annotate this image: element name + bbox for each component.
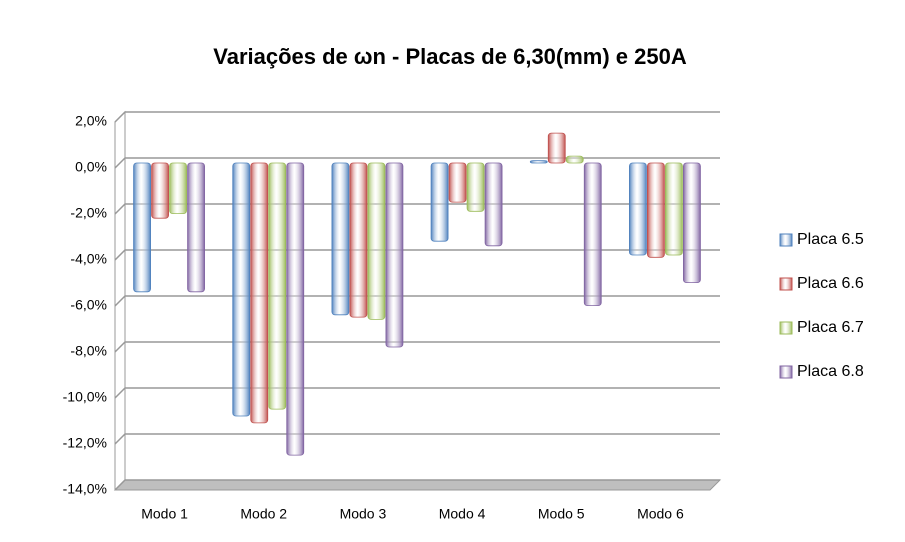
grid-line [114, 341, 720, 353]
x-tick-label: Modo 2 [240, 506, 287, 522]
x-tick-label: Modo 6 [637, 506, 684, 522]
y-tick-label: -2,0% [70, 205, 107, 221]
x-tick-label: Modo 5 [538, 506, 585, 522]
bar [151, 162, 169, 219]
legend-swatch [779, 365, 793, 379]
legend-swatch [779, 233, 793, 247]
bar [683, 162, 701, 283]
legend-swatch [779, 277, 793, 291]
bar [466, 162, 485, 212]
y-tick-label: -8,0% [70, 343, 107, 359]
bar [565, 155, 584, 164]
bar [232, 162, 251, 417]
bar [529, 160, 548, 164]
bar [187, 162, 205, 293]
legend-label: Placa 6.6 [797, 275, 864, 292]
bar [133, 162, 151, 293]
bar [286, 162, 305, 456]
y-tick-label: -10,0% [63, 389, 107, 405]
legend-swatch [779, 321, 793, 335]
bar [629, 162, 647, 256]
grid-line [114, 387, 720, 399]
grid-line [114, 249, 720, 261]
bar [547, 132, 566, 164]
bar [484, 162, 503, 247]
y-tick-label: -4,0% [70, 251, 107, 267]
bar [647, 162, 665, 258]
bar [583, 162, 602, 307]
grid-line [114, 479, 720, 491]
x-tick-label: Modo 1 [141, 506, 188, 522]
y-tick-label: -12,0% [63, 435, 107, 451]
bar [385, 162, 404, 348]
bar [430, 162, 449, 242]
grid-line [114, 433, 720, 445]
y-tick-label: -14,0% [63, 481, 107, 497]
bar [367, 162, 386, 320]
floor [113, 479, 722, 491]
bar [169, 162, 187, 214]
x-tick-label: Modo 4 [439, 506, 486, 522]
grid-line [114, 111, 720, 123]
grid-line [114, 157, 720, 169]
y-tick-label: 0,0% [75, 159, 107, 175]
y-tick-label: 2,0% [75, 113, 107, 129]
legend-label: Placa 6.8 [797, 363, 864, 380]
bar [250, 162, 269, 424]
grid-line [114, 203, 720, 215]
bar [665, 162, 683, 256]
bar [349, 162, 368, 318]
y-tick-label: -6,0% [70, 297, 107, 313]
bar [268, 162, 287, 410]
legend-label: Placa 6.5 [797, 231, 864, 248]
bar [448, 162, 467, 203]
grid-line [114, 295, 720, 307]
bar [331, 162, 350, 316]
x-tick-label: Modo 3 [340, 506, 387, 522]
chart-title: Variações de ωn - Placas de 6,30(mm) e 2… [213, 44, 687, 69]
legend-label: Placa 6.7 [797, 319, 864, 336]
